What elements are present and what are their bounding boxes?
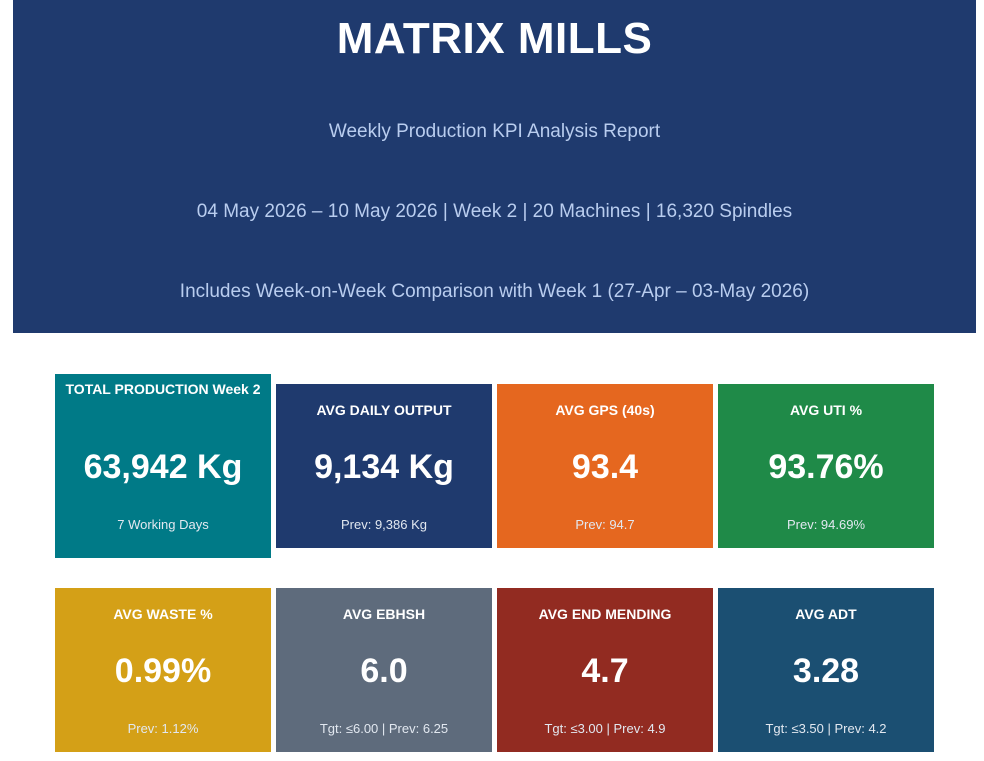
kpi-subtext: Prev: 9,386 Kg (341, 517, 427, 532)
kpi-subtext: Tgt: ≤3.00 | Prev: 4.9 (544, 721, 666, 736)
kpi-subtext: Tgt: ≤3.50 | Prev: 4.2 (765, 721, 887, 736)
kpi-value: 9,134 Kg (314, 448, 454, 486)
kpi-card-total-production: TOTAL PRODUCTION Week 2 63,942 Kg 7 Work… (55, 374, 271, 558)
kpi-label: AVG END MENDING (538, 606, 672, 622)
report-comparison-note: Includes Week-on-Week Comparison with We… (179, 281, 810, 302)
kpi-subtext: Prev: 94.69% (786, 517, 866, 532)
kpi-card-avg-adt: AVG ADT 3.28 Tgt: ≤3.50 | Prev: 4.2 (718, 588, 934, 752)
report-header: MATRIX MILLS Weekly Production KPI Analy… (13, 0, 976, 333)
kpi-label: TOTAL PRODUCTION Week 2 (65, 381, 261, 397)
kpi-label: AVG EBHSH (342, 606, 426, 622)
kpi-value: 6.0 (360, 652, 408, 690)
report-period: 04 May 2026 – 10 May 2026 | Week 2 | 20 … (196, 201, 793, 222)
kpi-subtext: Prev: 1.12% (127, 721, 199, 736)
kpi-label: AVG WASTE % (113, 606, 213, 622)
kpi-subtext: 7 Working Days (117, 517, 209, 532)
kpi-value: 93.4 (571, 448, 639, 486)
kpi-label: AVG DAILY OUTPUT (316, 402, 452, 418)
kpi-value: 4.7 (581, 652, 629, 690)
kpi-value: 0.99% (114, 652, 212, 690)
kpi-card-avg-end-mending: AVG END MENDING 4.7 Tgt: ≤3.00 | Prev: 4… (497, 588, 713, 752)
kpi-value: 3.28 (792, 652, 860, 690)
company-title: MATRIX MILLS (336, 14, 653, 63)
kpi-label: AVG UTI % (789, 402, 863, 418)
kpi-value: 63,942 Kg (83, 448, 243, 486)
kpi-card-avg-ebhsh: AVG EBHSH 6.0 Tgt: ≤6.00 | Prev: 6.25 (276, 588, 492, 752)
report-subtitle: Weekly Production KPI Analysis Report (328, 121, 661, 142)
kpi-card-avg-uti: AVG UTI % 93.76% Prev: 94.69% (718, 384, 934, 548)
kpi-subtext: Prev: 94.7 (575, 517, 635, 532)
kpi-subtext: Tgt: ≤6.00 | Prev: 6.25 (319, 721, 449, 736)
kpi-card-avg-waste: AVG WASTE % 0.99% Prev: 1.12% (55, 588, 271, 752)
kpi-card-avg-gps: AVG GPS (40s) 93.4 Prev: 94.7 (497, 384, 713, 548)
kpi-card-avg-daily-output: AVG DAILY OUTPUT 9,134 Kg Prev: 9,386 Kg (276, 384, 492, 548)
kpi-label: AVG GPS (40s) (555, 402, 655, 418)
kpi-label: AVG ADT (795, 606, 857, 622)
kpi-value: 93.76% (768, 448, 884, 486)
